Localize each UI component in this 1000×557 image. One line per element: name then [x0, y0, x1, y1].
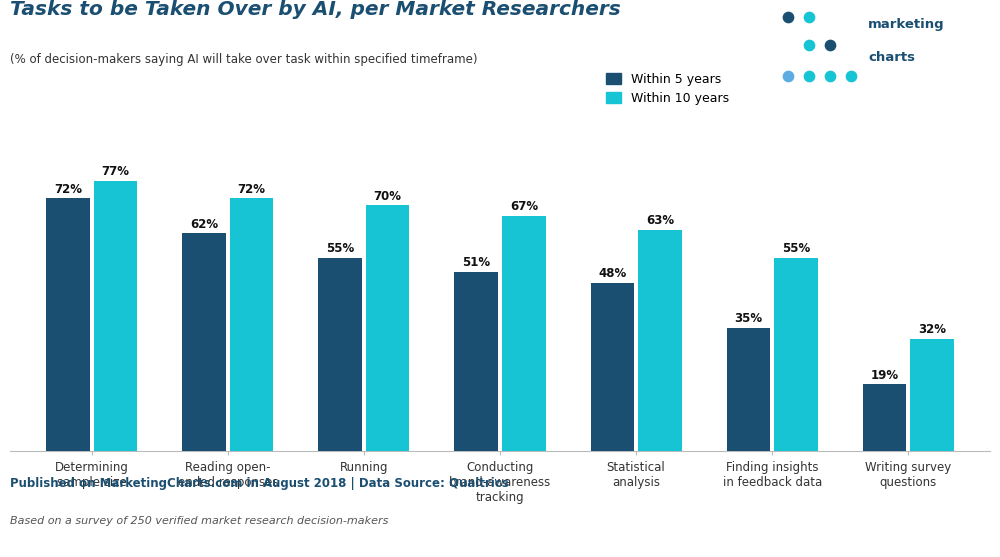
Point [780, 12, 796, 21]
Bar [591, 282, 634, 451]
Bar [502, 216, 546, 451]
Text: 48%: 48% [598, 267, 626, 280]
Point [801, 71, 817, 80]
Bar [910, 339, 954, 451]
Bar [366, 206, 409, 451]
Text: charts: charts [868, 51, 915, 65]
Text: 55%: 55% [326, 242, 354, 255]
Legend: Within 5 years, Within 10 years: Within 5 years, Within 10 years [606, 73, 729, 105]
Point [780, 71, 796, 80]
Point [843, 71, 859, 80]
Text: 55%: 55% [782, 242, 810, 255]
Text: Based on a survey of 250 verified market research decision-makers: Based on a survey of 250 verified market… [10, 516, 388, 526]
Bar [638, 230, 682, 451]
Text: 32%: 32% [918, 323, 946, 336]
Text: 77%: 77% [101, 165, 129, 178]
Bar [230, 198, 273, 451]
Bar [727, 328, 770, 451]
Point [822, 40, 838, 49]
Bar [774, 258, 818, 451]
Text: 70%: 70% [374, 189, 402, 203]
Bar [182, 233, 226, 451]
Text: 67%: 67% [510, 200, 538, 213]
Bar [863, 384, 906, 451]
Text: 51%: 51% [462, 256, 490, 269]
Text: 72%: 72% [238, 183, 266, 196]
Text: Tasks to be Taken Over by AI, per Market Researchers: Tasks to be Taken Over by AI, per Market… [10, 0, 621, 19]
Text: Published on MarketingCharts.com in August 2018 | Data Source: Qualtrics: Published on MarketingCharts.com in Augu… [10, 477, 509, 490]
Text: 72%: 72% [54, 183, 82, 196]
Bar [46, 198, 90, 451]
Bar [94, 181, 137, 451]
Point [801, 40, 817, 49]
Text: 62%: 62% [190, 218, 218, 231]
Text: 63%: 63% [646, 214, 674, 227]
Text: 19%: 19% [870, 369, 899, 382]
Bar [454, 272, 498, 451]
Text: marketing: marketing [868, 18, 945, 31]
Point [801, 12, 817, 21]
Text: (% of decision-makers saying AI will take over task within specified timeframe): (% of decision-makers saying AI will tak… [10, 53, 478, 66]
Text: 35%: 35% [734, 312, 762, 325]
Point [822, 71, 838, 80]
Bar [318, 258, 362, 451]
